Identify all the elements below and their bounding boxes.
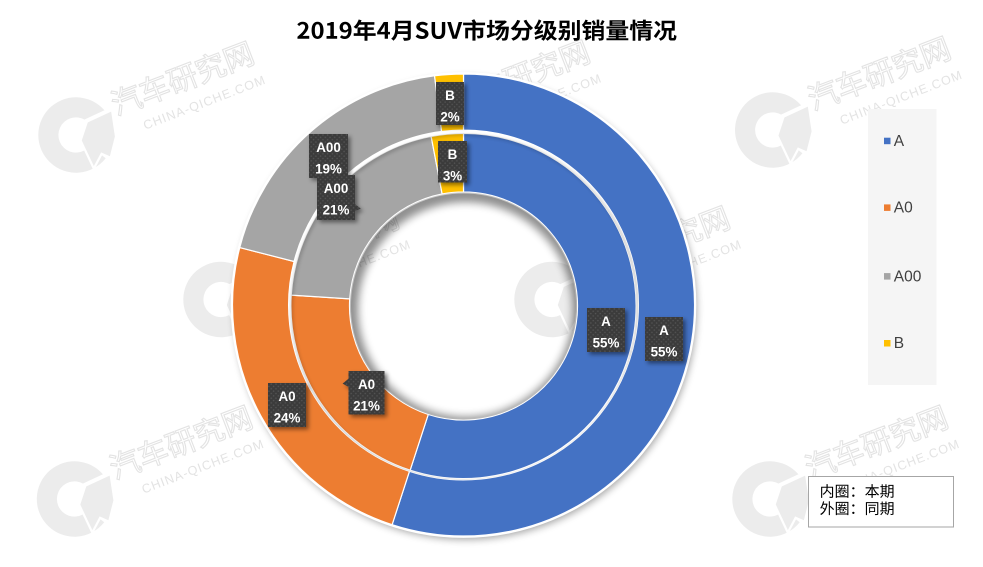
svg-text:21%: 21% (323, 203, 350, 218)
svg-text:B: B (448, 147, 458, 162)
svg-text:A00: A00 (324, 181, 349, 196)
svg-text:A: A (894, 133, 905, 150)
svg-text:A0: A0 (894, 200, 913, 217)
svg-text:A00: A00 (316, 140, 341, 155)
svg-text:B: B (445, 88, 455, 103)
svg-text:A: A (659, 323, 669, 338)
svg-text:19%: 19% (315, 162, 342, 177)
svg-text:55%: 55% (651, 345, 678, 360)
svg-text:2%: 2% (440, 110, 459, 125)
svg-text:B: B (894, 335, 904, 352)
svg-text:A0: A0 (278, 389, 295, 404)
svg-text:A: A (601, 314, 611, 329)
svg-text:A00: A00 (894, 268, 922, 285)
svg-text:24%: 24% (274, 411, 301, 426)
svg-text:A0: A0 (358, 377, 375, 392)
svg-text:55%: 55% (593, 336, 620, 351)
svg-text:3%: 3% (443, 169, 462, 184)
svg-text:21%: 21% (353, 399, 380, 414)
